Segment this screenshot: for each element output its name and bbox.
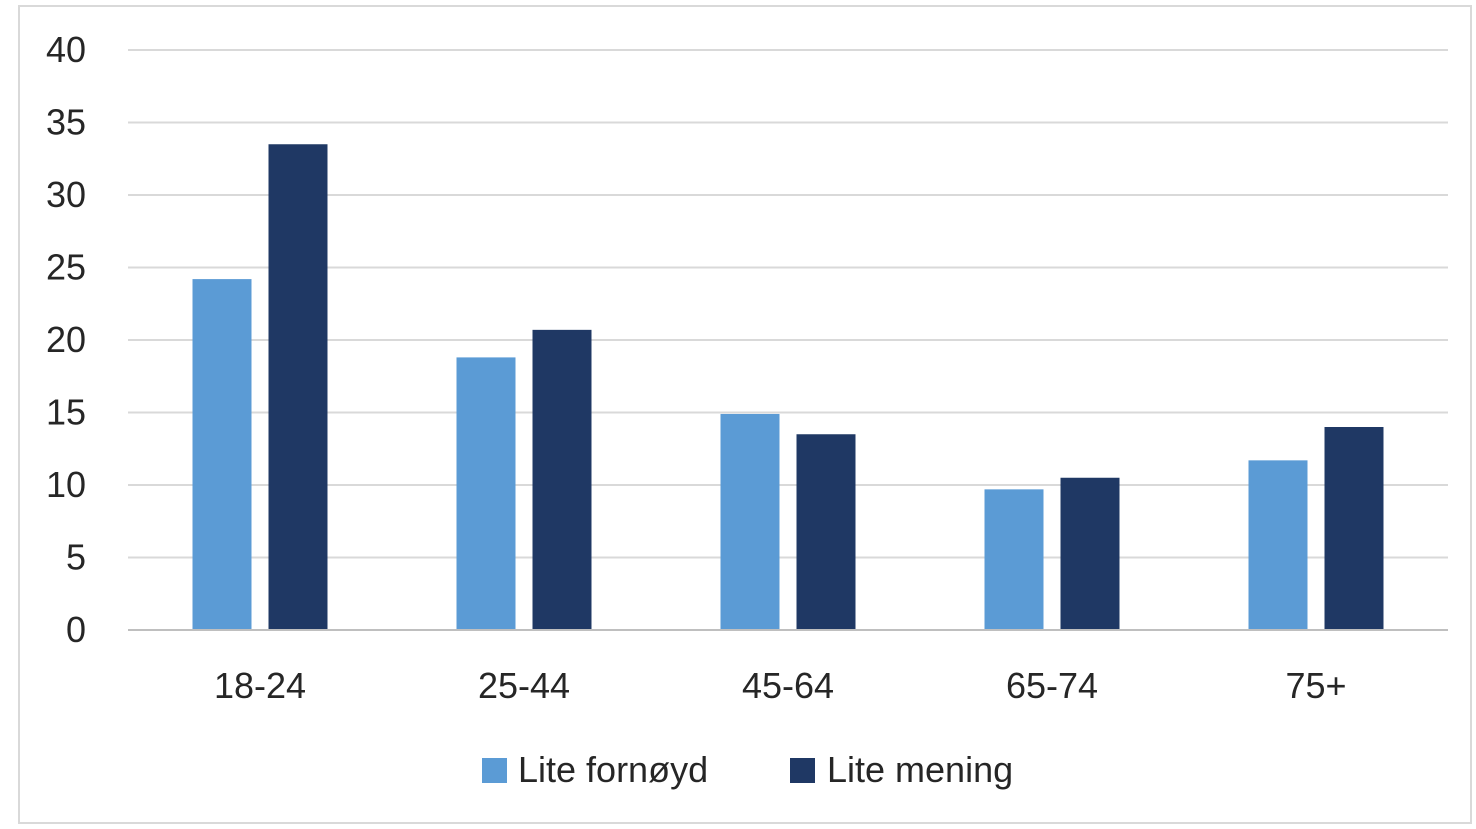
- bar-lite-mening-18-24: [268, 144, 328, 630]
- bars: [192, 144, 1384, 630]
- legend-swatch: [790, 758, 815, 783]
- x-category-label: 75+: [1285, 665, 1346, 706]
- bar-lite-mening-75-: [1324, 427, 1384, 630]
- legend: Lite fornøyd Lite mening: [482, 749, 1013, 790]
- legend-swatch: [482, 758, 507, 783]
- bar-lite-forn-yd-75-: [1248, 460, 1308, 630]
- x-category-label: 45-64: [742, 665, 834, 706]
- x-category-label: 65-74: [1006, 665, 1098, 706]
- bar-lite-forn-yd-25-44: [456, 357, 516, 630]
- y-tick-label: 20: [46, 319, 86, 360]
- bar-lite-mening-45-64: [796, 434, 856, 630]
- y-tick-label: 5: [66, 537, 86, 578]
- bar-lite-forn-yd-45-64: [720, 413, 780, 630]
- y-tick-label: 0: [66, 609, 86, 650]
- x-axis-category-labels: 18-24 25-44 45-64 65-74 75+: [214, 665, 1347, 706]
- bar-lite-mening-65-74: [1060, 477, 1120, 630]
- legend-label: Lite mening: [827, 749, 1013, 790]
- y-tick-label: 30: [46, 174, 86, 215]
- y-tick-label: 25: [46, 247, 86, 288]
- y-tick-label: 40: [46, 29, 86, 70]
- bar-lite-forn-yd-18-24: [192, 279, 252, 630]
- x-category-label: 25-44: [478, 665, 570, 706]
- y-tick-label: 35: [46, 102, 86, 143]
- legend-label: Lite fornøyd: [518, 749, 708, 790]
- bar-lite-mening-25-44: [532, 329, 592, 630]
- y-axis-tick-labels: 0 5 10 15 20 25 30 35 40: [46, 29, 86, 650]
- x-category-label: 18-24: [214, 665, 306, 706]
- bar-lite-forn-yd-65-74: [984, 489, 1044, 630]
- y-tick-label: 10: [46, 464, 86, 505]
- y-tick-label: 15: [46, 392, 86, 433]
- gridlines: [128, 49, 1448, 559]
